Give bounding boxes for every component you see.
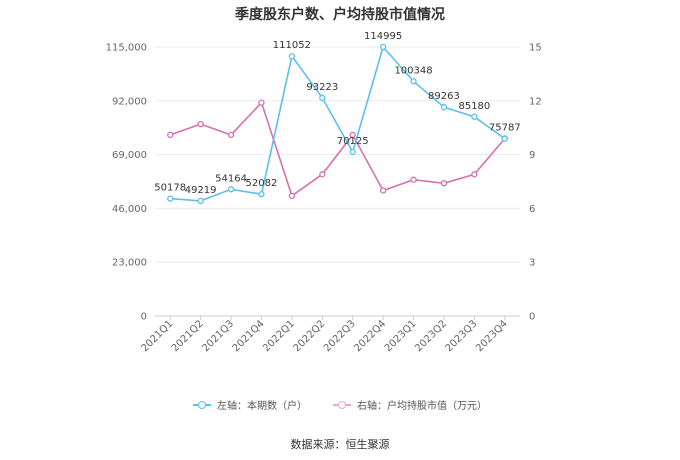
series-point-left (501, 135, 508, 142)
y-right-tick-label: 3 (529, 258, 535, 269)
x-tick-label: 2023Q1 (383, 318, 419, 354)
x-tick-label: 2023Q4 (474, 318, 510, 354)
data-label: 93223 (306, 82, 338, 93)
x-tick-label: 2023Q2 (413, 318, 449, 354)
series-point-left (227, 186, 235, 193)
y-right-tick-label: 0 (529, 312, 535, 323)
series-point-left (471, 113, 478, 120)
data-label: 100348 (394, 65, 432, 76)
series-line-right (169, 101, 506, 198)
series-point-left (197, 197, 204, 205)
y-right-tick-label: 15 (529, 43, 542, 54)
x-tick-label: 2021Q4 (231, 318, 267, 354)
series-point-right (288, 192, 296, 199)
data-label: 75787 (489, 123, 521, 134)
legend-item-left-series[interactable]: 左轴：本期数（户） (193, 397, 307, 412)
y-left-tick-label: 46,000 (112, 204, 147, 215)
y-left-tick-label: 92,000 (112, 96, 147, 107)
x-tick-label: 2022Q1 (261, 318, 297, 354)
y-right-tick-label: 9 (529, 150, 535, 161)
series-point-left (349, 148, 356, 156)
y-left-tick-label: 69,000 (112, 150, 147, 161)
legend-label-right-series: 右轴：户均持股市值（万元） (357, 401, 487, 412)
y-right-tick-label: 6 (529, 204, 535, 215)
data-label: 70125 (337, 136, 369, 147)
x-tick-label: 2021Q2 (170, 318, 206, 354)
x-tick-label: 2021Q3 (200, 318, 236, 354)
data-label: 114995 (364, 31, 402, 42)
data-source-note: 数据来源：恒生聚源 (290, 438, 390, 451)
data-label: 50178 (154, 183, 186, 194)
series-point-left (288, 53, 296, 60)
series-point-left (258, 191, 265, 198)
y-left-tick-label: 115,000 (106, 43, 147, 54)
series-point-right (197, 120, 204, 128)
chart-title: 季度股东户数、户均持股市值情况 (235, 7, 445, 23)
series-point-right (440, 180, 448, 187)
x-tick-label: 2021Q1 (139, 318, 175, 354)
data-label: 85180 (458, 101, 490, 112)
data-label: 52082 (246, 178, 278, 189)
series-point-right (167, 131, 174, 139)
y-right-tick-label: 12 (529, 96, 542, 107)
y-left-tick-label: 0 (141, 312, 147, 323)
legend-swatch-right-series (333, 400, 351, 410)
series-point-right (410, 176, 417, 183)
data-label: 89263 (428, 91, 460, 102)
chart-legend: 左轴：本期数（户） 右轴：户均持股市值（万元） (0, 397, 680, 412)
x-tick-label: 2022Q2 (292, 318, 328, 354)
series-point-right (319, 171, 326, 178)
x-tick-label: 2022Q3 (322, 318, 358, 354)
y-left-tick-label: 23,000 (112, 258, 147, 269)
series-point-left (410, 78, 417, 85)
series-point-left (167, 195, 174, 202)
data-label: 111052 (273, 40, 311, 51)
x-tick-label: 2023Q3 (444, 318, 480, 354)
series-point-right (349, 131, 356, 139)
series-point-left (319, 94, 326, 102)
series-point-left (379, 43, 387, 51)
x-tick-label: 2022Q4 (352, 318, 388, 354)
series-point-right (471, 171, 478, 178)
series-point-right (227, 131, 235, 139)
series-point-left (440, 104, 448, 111)
legend-swatch-left-series (193, 400, 211, 410)
series-point-right (258, 99, 265, 106)
legend-label-left-series: 左轴：本期数（户） (217, 401, 307, 412)
data-label: 54164 (215, 173, 247, 184)
series-line-left (170, 45, 506, 202)
data-label: 49219 (185, 185, 217, 196)
legend-item-right-series[interactable]: 右轴：户均持股市值（万元） (333, 397, 487, 412)
series-point-right (379, 187, 387, 194)
